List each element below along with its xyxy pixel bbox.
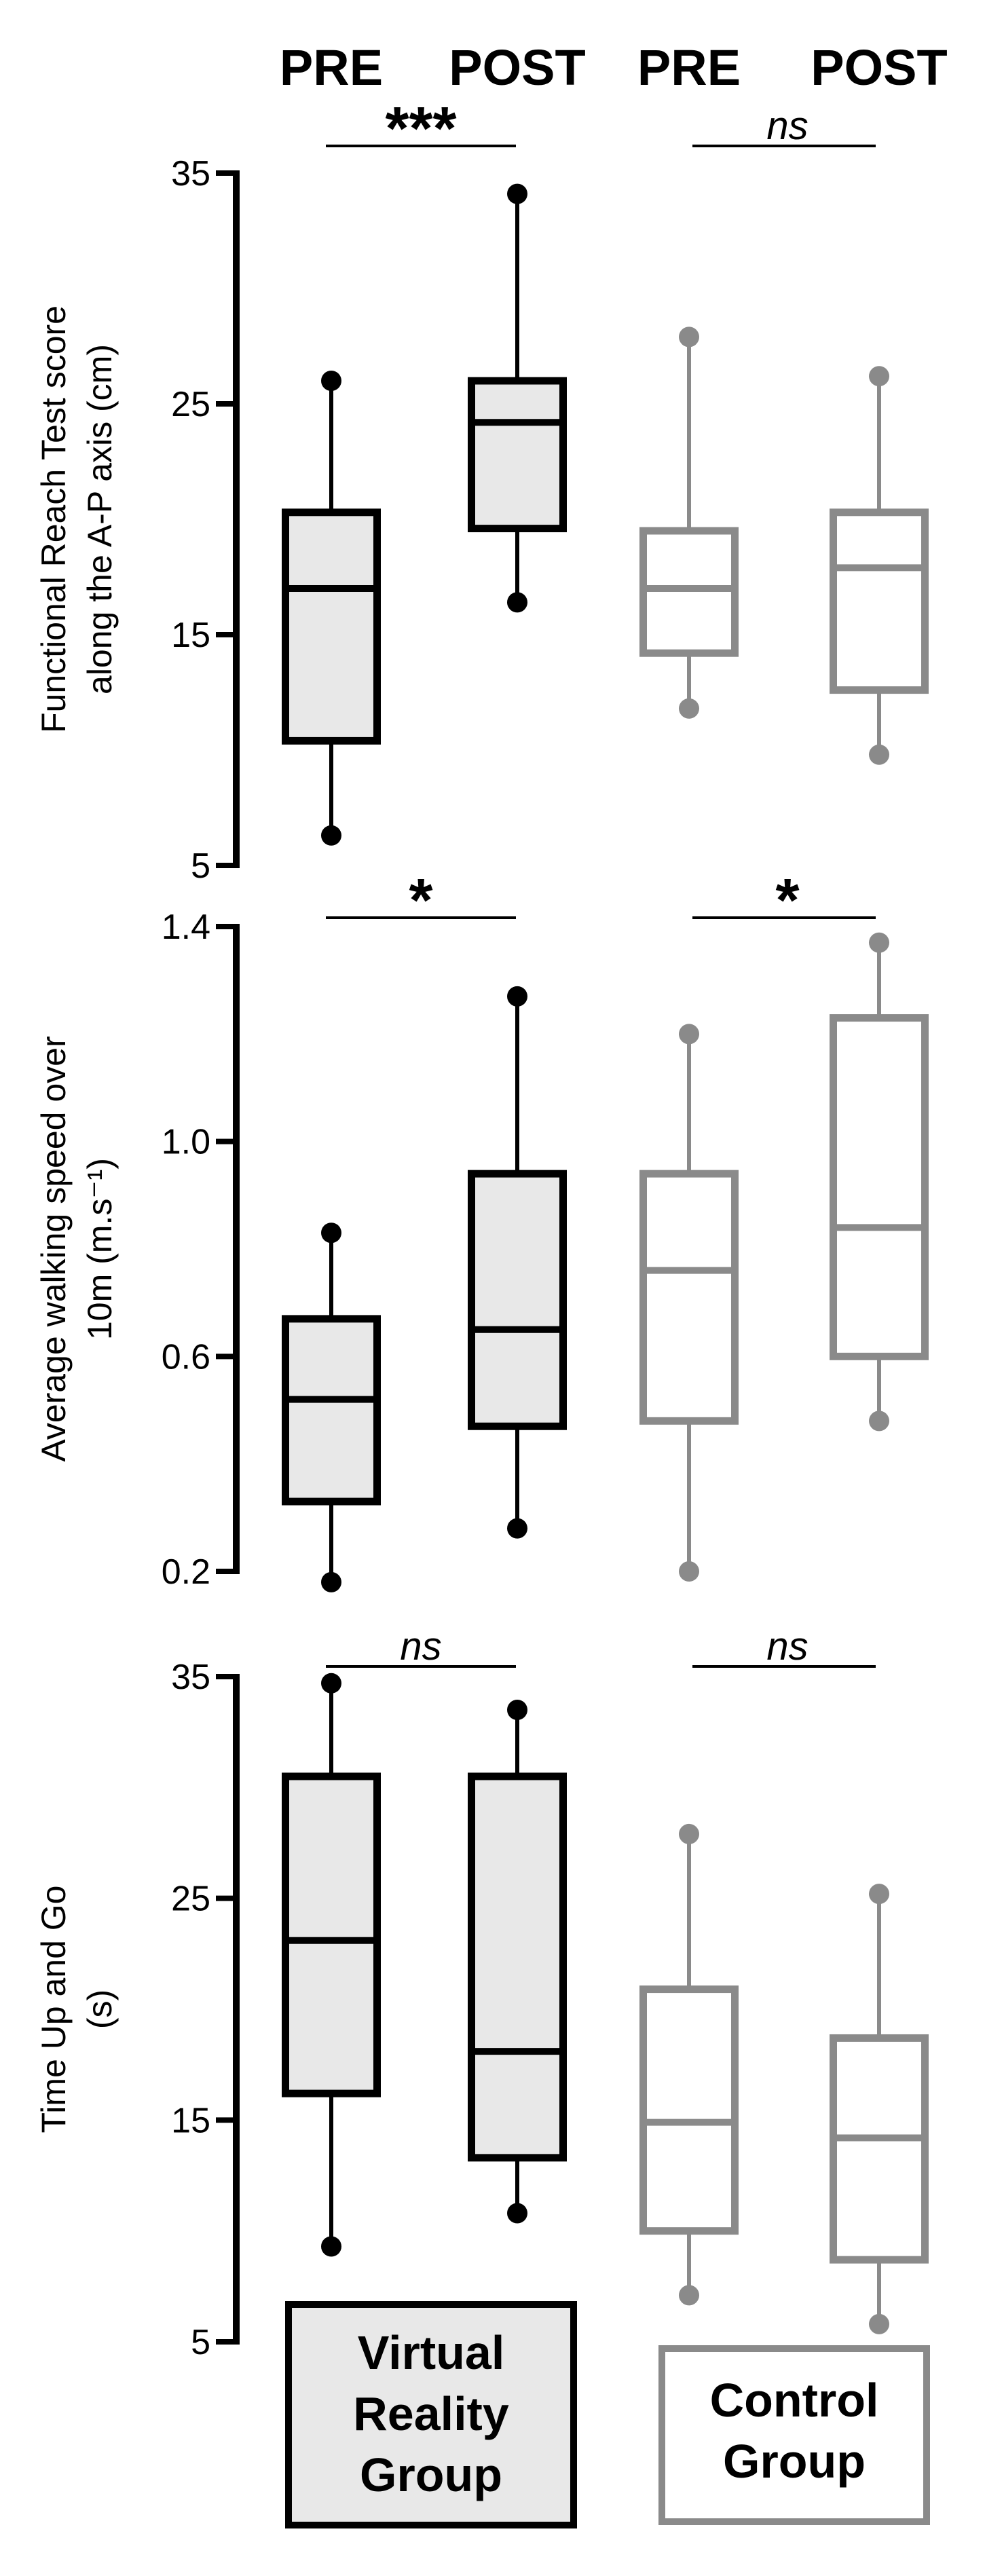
- whisker-max-point: [869, 932, 889, 953]
- whisker-min-point: [679, 698, 699, 719]
- y-axis-title-line: Average walking speed over: [35, 1036, 73, 1461]
- y-axis-title-line: along the A-P axis (cm): [81, 344, 119, 694]
- significance-label: ***: [385, 95, 456, 163]
- significance-label: *: [775, 867, 799, 935]
- iqr-box: [282, 1772, 381, 2097]
- box-control-post: [830, 366, 929, 765]
- whisker-min-point: [679, 2285, 699, 2306]
- whisker-max-point: [507, 1700, 527, 1720]
- y-tick-label: 0.6: [162, 1337, 210, 1377]
- significance-label: ns: [766, 1624, 808, 1668]
- whisker-max-point: [679, 1024, 699, 1045]
- y-tick-label: 35: [171, 1658, 210, 1697]
- iqr-box: [830, 508, 929, 694]
- vr-group-label-line: Reality: [353, 2387, 509, 2440]
- box-control-post: [830, 1884, 929, 2334]
- whisker-max-point: [321, 1673, 341, 1694]
- significance-label: ns: [400, 1624, 441, 1668]
- iqr-box: [639, 1170, 739, 1425]
- y-tick-label: 25: [171, 385, 210, 424]
- whisker-min-point: [869, 744, 889, 765]
- iqr-box: [639, 527, 739, 657]
- y-axis-title-line: Time Up and Go: [35, 1886, 73, 2133]
- significance-label: *: [409, 867, 432, 935]
- iqr-box: [468, 377, 567, 533]
- box-vr-pre: [282, 1222, 381, 1592]
- whisker-min-point: [507, 592, 527, 613]
- y-tick-label: 1.0: [162, 1123, 210, 1162]
- header-label: PRE: [280, 39, 383, 96]
- whisker-max-point: [869, 1884, 889, 1905]
- whisker-min-point: [507, 2203, 527, 2224]
- column-headers: PRE POST PRE POST: [280, 39, 948, 96]
- iqr-box: [282, 1315, 381, 1506]
- header-label: PRE: [637, 39, 741, 96]
- whisker-min-point: [321, 1571, 341, 1592]
- control-group-label-line: Group: [723, 2435, 866, 2488]
- whisker-max-point: [321, 1222, 341, 1244]
- y-tick-label: 5: [191, 2323, 210, 2362]
- iqr-box: [282, 508, 381, 745]
- control-group-box: [658, 2345, 930, 2525]
- iqr-box: [468, 1772, 567, 2162]
- panel-3: 5 15 25 35 Time Up and Go (s) ns ns: [35, 1624, 929, 2362]
- panel-2: 0.2 0.6 1.0 1.4 Average walking speed over 10…: [35, 867, 929, 1592]
- y-axis-title-line: Functional Reach Test score: [35, 305, 73, 733]
- y-axis-title-line: 10m (m.s⁻¹): [81, 1158, 119, 1340]
- iqr-box: [830, 2034, 929, 2264]
- whisker-max-point: [869, 366, 889, 387]
- whisker-min-point: [869, 2313, 889, 2334]
- group-legend: Virtual Reality Group Control Group: [285, 2301, 930, 2528]
- whisker-min-point: [869, 1411, 889, 1432]
- iqr-box: [830, 1014, 929, 1360]
- box-vr-pre: [282, 371, 381, 846]
- whisker-min-point: [321, 825, 341, 846]
- box-control-pre: [639, 326, 739, 719]
- control-group-label-line: Control: [710, 2374, 879, 2427]
- vr-group-label-line: Virtual: [358, 2326, 505, 2379]
- whisker-min-point: [679, 1561, 699, 1582]
- box-vr-post: [468, 183, 567, 613]
- header-label: POST: [449, 39, 585, 96]
- whisker-max-point: [507, 986, 527, 1007]
- y-tick-label: 15: [171, 616, 210, 655]
- panel-1: 5 15 25 35 Functional Reach Test score along …: [35, 95, 929, 886]
- y-tick-label: 0.2: [162, 1552, 210, 1592]
- whisker-max-point: [679, 1823, 699, 1844]
- iqr-box: [468, 1170, 567, 1430]
- box-vr-pre: [282, 1673, 381, 2257]
- whisker-max-point: [679, 326, 699, 348]
- box-control-post: [830, 932, 929, 1432]
- iqr-box: [639, 1985, 739, 2235]
- whisker-min-point: [507, 1518, 527, 1539]
- whisker-min-point: [321, 2236, 341, 2257]
- significance-label: ns: [766, 104, 808, 148]
- box-vr-post: [468, 1700, 567, 2224]
- box-vr-post: [468, 986, 567, 1539]
- header-label: POST: [811, 39, 947, 96]
- panels: 5 15 25 35 Functional Reach Test score along …: [35, 95, 929, 2362]
- y-tick-label: 15: [171, 2101, 210, 2140]
- y-tick-label: 25: [171, 1880, 210, 1919]
- box-control-pre: [639, 1024, 739, 1582]
- y-tick-label: 5: [191, 846, 210, 886]
- y-tick-label: 35: [171, 154, 210, 193]
- box-control-pre: [639, 1823, 739, 2306]
- whisker-max-point: [321, 371, 341, 391]
- whisker-max-point: [507, 183, 527, 204]
- y-tick-label: 1.4: [162, 908, 210, 947]
- vr-group-box: [285, 2301, 577, 2528]
- y-axis-title-line: (s): [81, 1990, 119, 2029]
- vr-group-label-line: Group: [360, 2448, 502, 2501]
